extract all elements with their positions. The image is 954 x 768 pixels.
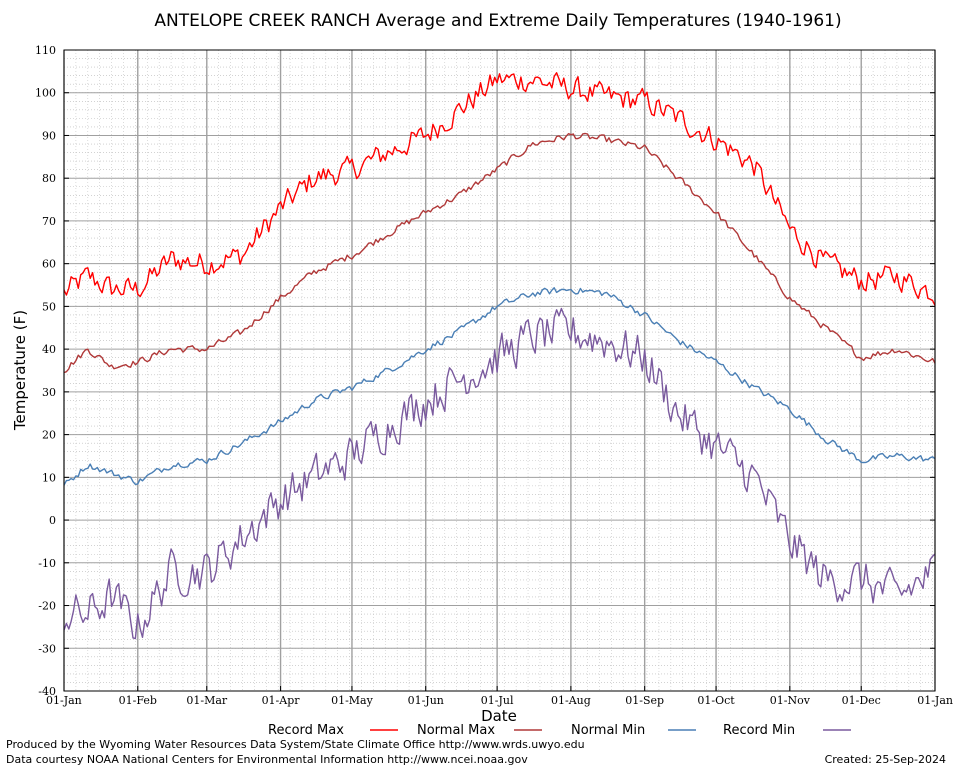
chart-title: ANTELOPE CREEK RANCH Average and Extreme… [154,11,841,31]
series-line [63,287,936,486]
x-tick-label: 01-Oct [697,694,735,707]
data-credit: Data courtesy NOAA National Centers for … [6,753,528,766]
created-date: Created: 25-Sep-2024 [824,753,946,766]
legend-label: Record Max [268,723,344,738]
x-axis-ticks: 01-Jan 01-Feb 01-Mar 01-Apr 01-May 01-Jun 01-J… [46,686,953,707]
y-tick-label: -30 [38,642,56,655]
legend-label: Normal Min [571,723,645,738]
x-tick-label: 01-Mar [186,694,228,707]
y-axis-label: Temperature (F) [11,310,29,431]
y-tick-label: 0 [49,514,56,527]
x-tick-label: 01-Feb [119,694,157,707]
x-tick-label: 01-Nov [770,694,811,707]
series-line [63,307,936,640]
y-tick-label: 40 [42,343,56,356]
legend-label: Record Min [723,723,795,738]
x-tick-label: 01-Sep [625,694,664,707]
y-axis-ticks: -40 -30 -20 -10 0 10 20 30 40 50 60 70 80 90 100 110 [35,44,935,698]
series-line [63,132,936,374]
y-tick-label: -20 [38,600,56,613]
x-axis-label: Date [481,707,517,725]
y-tick-label: 50 [42,300,56,313]
y-tick-label: 110 [35,44,56,57]
y-tick-label: -40 [38,685,56,698]
series-line [63,72,936,306]
x-tick-label: 01-Jan [917,694,953,707]
y-tick-label: 60 [42,258,56,271]
x-tick-label: 01-Aug [551,694,591,707]
y-tick-label: 20 [42,429,56,442]
y-tick-label: -10 [38,557,56,570]
x-tick-label: 01-Apr [262,694,301,707]
y-tick-label: 100 [35,87,56,100]
y-tick-label: 80 [42,172,56,185]
y-tick-label: 90 [42,129,56,142]
x-tick-label: 01-Dec [842,694,881,707]
plot-frame [63,49,936,692]
x-tick-label: 01-May [331,694,374,707]
legend-label: Normal Max [417,723,495,738]
producer-credit: Produced by the Wyoming Water Resources … [6,738,585,751]
minor-grid [63,49,935,692]
x-tick-label: 01-Jun [408,694,444,707]
legend: Record Max Normal Max Normal Min Record Min [268,723,851,738]
x-tick-label: 01-Jan [46,694,82,707]
x-tick-label: 01-Jul [481,694,514,707]
series-lines [63,72,936,640]
y-tick-label: 70 [42,215,56,228]
y-tick-label: 30 [42,386,56,399]
y-tick-label: 10 [42,471,56,484]
